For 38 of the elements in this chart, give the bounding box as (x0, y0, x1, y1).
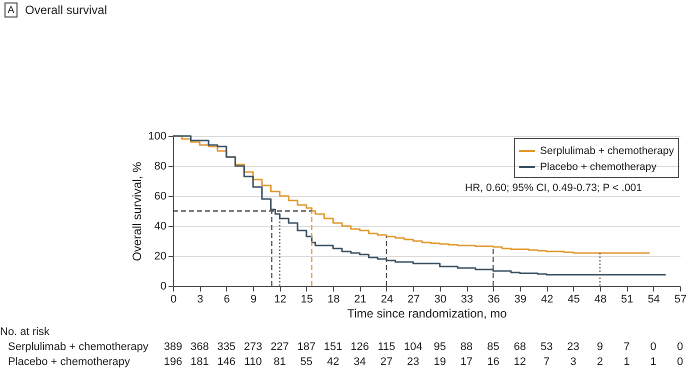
y-tick-label: 80 (154, 160, 166, 172)
x-tick-label: 54 (648, 294, 660, 306)
x-tick-label: 57 (674, 294, 687, 306)
x-tick-label: 9 (250, 294, 257, 306)
x-tick-label: 15 (300, 294, 314, 306)
y-tick-label: 0 (160, 280, 166, 292)
x-tick-label: 39 (514, 294, 527, 306)
x-tick-label: 36 (488, 294, 500, 306)
y-tick-label: 40 (154, 220, 166, 232)
x-tick-label: 12 (274, 294, 286, 306)
x-tick-label: 33 (460, 294, 474, 306)
text: 196 181 146 110 81 55 42 34 27 23 19 17 16 12 7 3 2 1 1 0 (164, 356, 684, 368)
y-tick-label: 60 (154, 190, 166, 202)
y-axis-title: Overall survival, % (130, 161, 144, 262)
x-tick-label: 45 (568, 294, 580, 306)
x-tick-label: 30 (434, 294, 446, 306)
y-tick-label: 100 (148, 130, 166, 142)
text: Overall survival (25, 3, 108, 17)
x-tick-label: 51 (621, 294, 634, 306)
x-tick-label: 27 (408, 294, 420, 306)
x-tick-label: 42 (540, 294, 554, 306)
x-tick-label: 21 (354, 294, 366, 306)
x-tick-label: 3 (197, 294, 204, 306)
x-tick-label: 24 (380, 294, 394, 306)
text: Placebo + chemotherapy (8, 356, 130, 368)
legend-label: Placebo + chemotherapy (540, 161, 658, 173)
x-tick-label: 48 (594, 294, 607, 306)
y-tick-label: 20 (154, 250, 166, 262)
text: No. at risk (0, 326, 50, 338)
text: Serplulimab + chemotherapy (8, 341, 149, 353)
annotation: HR, 0.60; 95% CI, 0.49-0.73; P < .001 (465, 182, 642, 194)
legend-label: Serplulimab + chemotherapy (540, 145, 675, 157)
text: 389 368 335 273 227 187 151 126 115 104 95 88 85 68 53 23 9 7 0 0 (164, 341, 684, 353)
x-tick-label: 0 (170, 294, 177, 306)
x-axis-title: Time since randomization, mo (347, 306, 508, 320)
x-tick-label: 18 (327, 294, 340, 306)
x-tick-label: 6 (224, 294, 230, 306)
text: A (8, 5, 15, 16)
